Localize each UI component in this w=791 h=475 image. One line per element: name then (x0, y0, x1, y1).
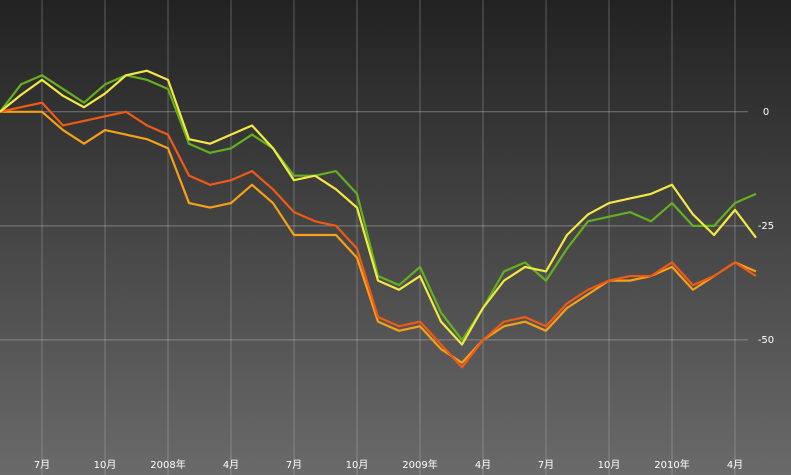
x-tick-label: 4月 (223, 459, 239, 471)
x-tick-label: 7月 (34, 459, 50, 471)
x-tick-label: 4月 (727, 459, 743, 471)
x-tick-label: 2008年 (150, 458, 185, 471)
x-tick-label: 4月 (475, 459, 491, 471)
x-tick-label: 7月 (538, 459, 554, 471)
series-line (0, 110, 757, 364)
y-tick-label: -25 (758, 221, 774, 232)
y-tick-label: -50 (758, 335, 774, 346)
x-tick-label: 10月 (94, 459, 117, 471)
series-line (0, 69, 757, 346)
x-tick-label: 2009年 (402, 458, 437, 471)
x-tick-label: 10月 (598, 459, 621, 471)
x-tick-label: 10月 (346, 459, 369, 471)
x-tick-label: 2010年 (654, 458, 689, 471)
x-tick-label: 7月 (286, 459, 302, 471)
series-line (0, 101, 757, 369)
y-tick-label: 0 (763, 107, 769, 118)
